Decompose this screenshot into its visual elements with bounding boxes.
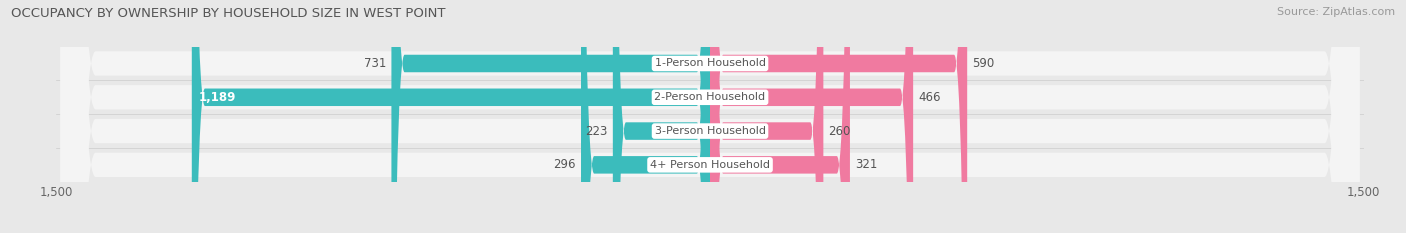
Text: OCCUPANCY BY OWNERSHIP BY HOUSEHOLD SIZE IN WEST POINT: OCCUPANCY BY OWNERSHIP BY HOUSEHOLD SIZE… [11, 7, 446, 20]
Text: 2-Person Household: 2-Person Household [654, 92, 766, 102]
Text: 260: 260 [828, 125, 851, 137]
Text: 296: 296 [554, 158, 576, 171]
Text: 1-Person Household: 1-Person Household [655, 58, 765, 69]
FancyBboxPatch shape [613, 0, 710, 233]
FancyBboxPatch shape [710, 0, 967, 233]
Text: Source: ZipAtlas.com: Source: ZipAtlas.com [1277, 7, 1395, 17]
Text: 731: 731 [364, 57, 387, 70]
FancyBboxPatch shape [710, 0, 851, 233]
Text: 590: 590 [973, 57, 994, 70]
FancyBboxPatch shape [60, 0, 1360, 233]
Text: 466: 466 [918, 91, 941, 104]
FancyBboxPatch shape [391, 0, 710, 233]
FancyBboxPatch shape [710, 0, 912, 233]
FancyBboxPatch shape [60, 0, 1360, 233]
FancyBboxPatch shape [60, 0, 1360, 233]
Text: 321: 321 [855, 158, 877, 171]
Text: 1,189: 1,189 [198, 91, 236, 104]
FancyBboxPatch shape [581, 0, 710, 233]
FancyBboxPatch shape [710, 0, 824, 233]
Text: 223: 223 [585, 125, 607, 137]
Text: 4+ Person Household: 4+ Person Household [650, 160, 770, 170]
FancyBboxPatch shape [191, 0, 710, 233]
Text: 3-Person Household: 3-Person Household [655, 126, 765, 136]
FancyBboxPatch shape [60, 0, 1360, 233]
